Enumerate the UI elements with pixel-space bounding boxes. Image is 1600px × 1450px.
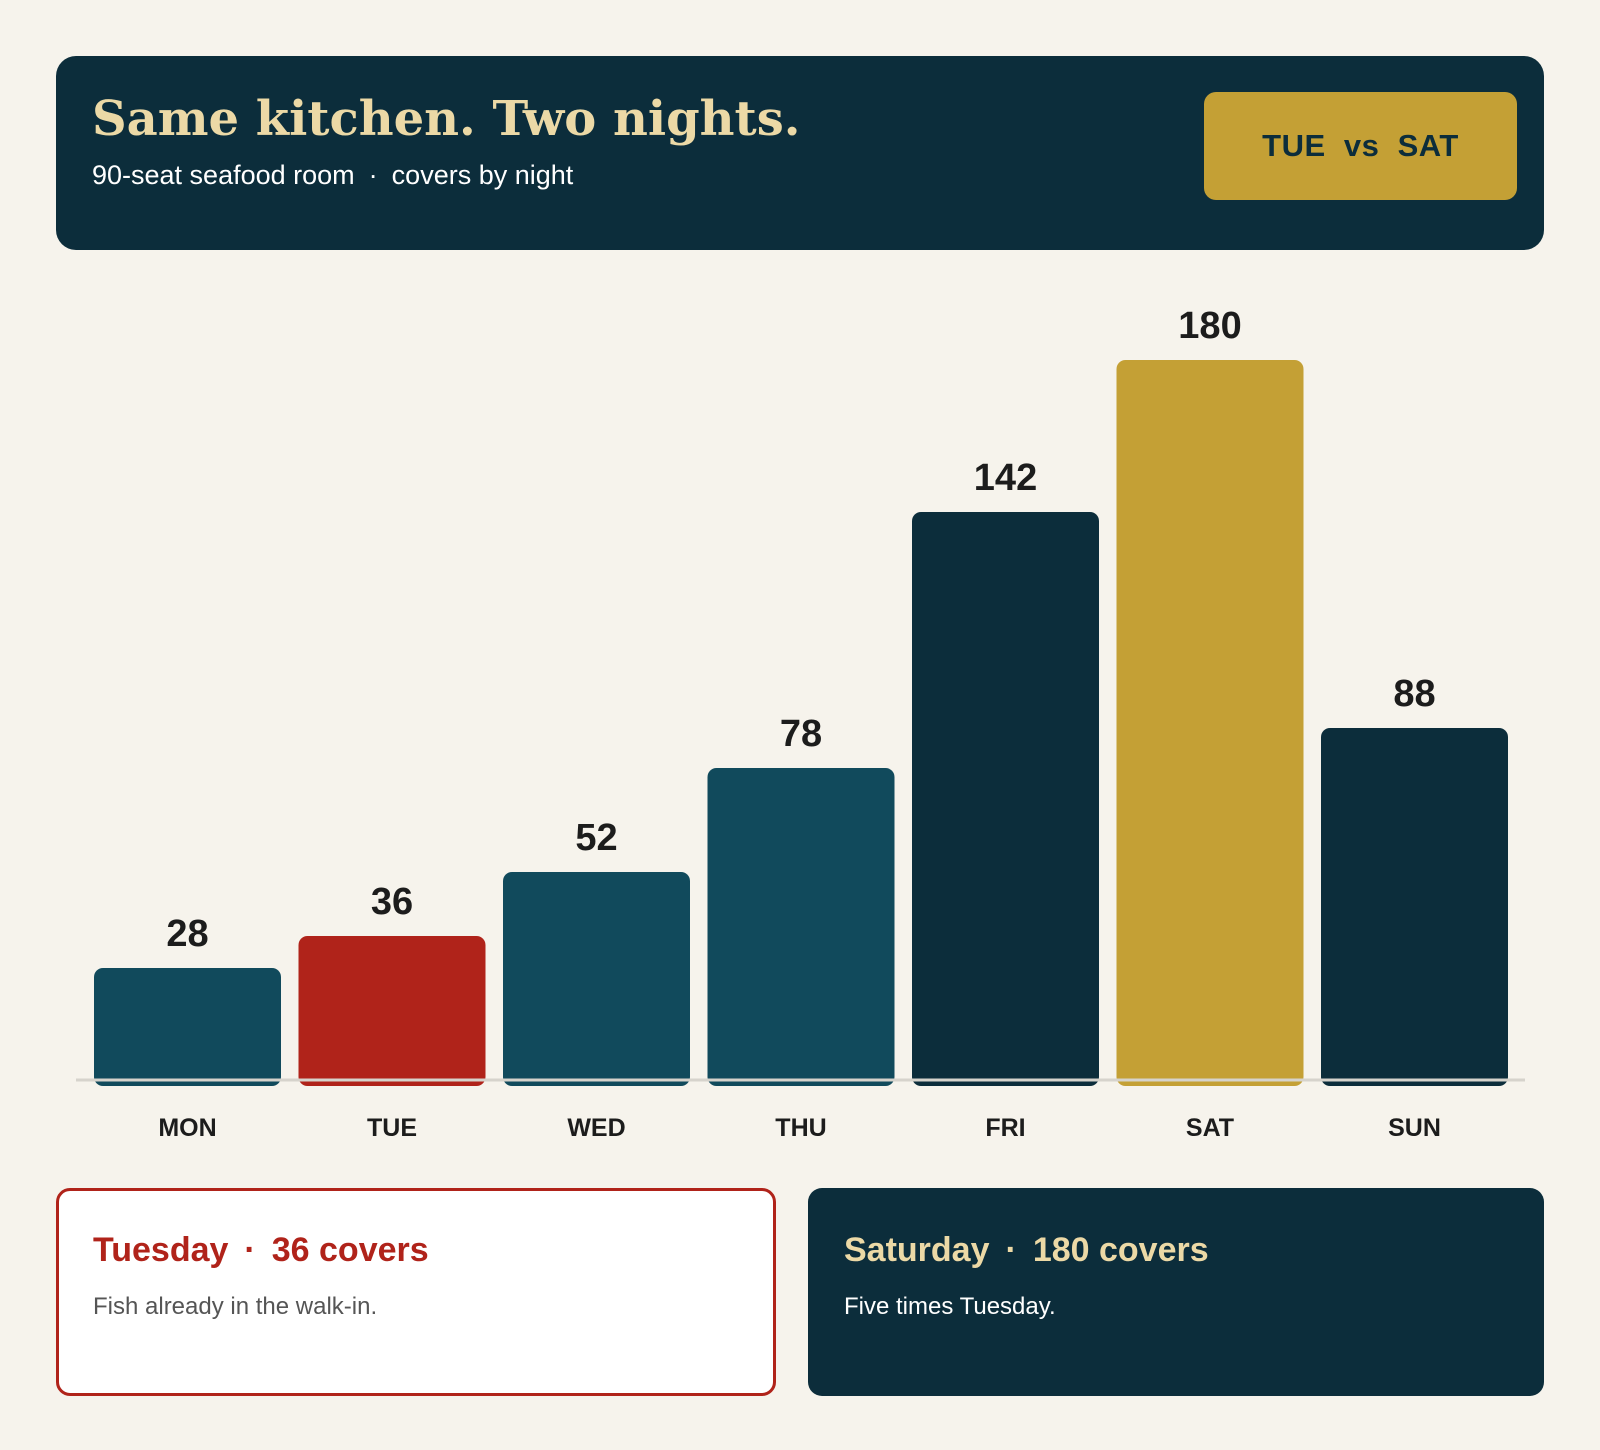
- tick-label-tue: TUE: [367, 1114, 417, 1142]
- value-label-sat: 180: [1178, 305, 1241, 347]
- tick-label-wed: WED: [567, 1114, 625, 1142]
- covers-bar-chart: 28 36 52 78 142 180 88 MON TUE WED THU FRI SAT SUN: [76, 305, 1525, 1142]
- value-label-fri: 142: [974, 457, 1037, 499]
- tick-label-fri: FRI: [985, 1114, 1025, 1142]
- value-label-sun: 88: [1393, 673, 1435, 715]
- tick-label-sat: SAT: [1186, 1114, 1234, 1142]
- page-subtitle: 90-seat seafood room · covers by night: [92, 158, 573, 192]
- value-labels-group: 28 36 52 78 142 180 88: [166, 305, 1435, 955]
- tick-labels-group: MON TUE WED THU FRI SAT SUN: [158, 1114, 1441, 1142]
- bar-sun: [1321, 728, 1508, 1086]
- tuesday-covers-label: 36 covers: [271, 1231, 429, 1269]
- bar-fri: [912, 512, 1099, 1086]
- bars-group: [94, 360, 1508, 1086]
- saturday-covers-label: 180 covers: [1032, 1231, 1209, 1269]
- tuesday-callout-card: Tuesday · 36 covers Fish already in the wa…: [56, 1188, 776, 1396]
- bar-wed: [503, 872, 690, 1086]
- saturday-callout-note: Five times Tuesday.: [844, 1293, 1056, 1320]
- bar-tue: [298, 936, 486, 1086]
- saturday-callout-heading: Saturday · 180 covers: [844, 1230, 1209, 1270]
- subtitle-venue: 90-seat seafood room: [92, 160, 355, 190]
- value-label-tue: 36: [371, 881, 413, 923]
- tuesday-callout-note: Fish already in the walk-in.: [93, 1293, 378, 1320]
- saturday-separator: ·: [1005, 1231, 1017, 1269]
- comparison-badge: TUE vs SAT: [1204, 92, 1517, 200]
- tick-label-thu: THU: [775, 1114, 826, 1142]
- tick-label-mon: MON: [158, 1114, 216, 1142]
- tuesday-callout-heading: Tuesday · 36 covers: [93, 1230, 429, 1270]
- value-label-mon: 28: [166, 913, 208, 955]
- bar-sat: [1116, 360, 1304, 1086]
- saturday-day-label: Saturday: [844, 1231, 990, 1269]
- subtitle-metric: covers by night: [391, 160, 574, 190]
- header-banner: Same kitchen. Two nights. 90-seat seafoo…: [56, 56, 1544, 250]
- saturday-callout-card: Saturday · 180 covers Five times Tuesday.: [808, 1188, 1544, 1396]
- bar-mon: [94, 968, 281, 1086]
- page-title: Same kitchen. Two nights.: [92, 91, 801, 147]
- tuesday-day-label: Tuesday: [93, 1231, 229, 1269]
- tuesday-separator: ·: [244, 1231, 256, 1269]
- subtitle-separator: ·: [368, 160, 378, 190]
- bar-thu: [707, 768, 895, 1086]
- tick-label-sun: SUN: [1388, 1114, 1441, 1142]
- value-label-wed: 52: [575, 817, 617, 859]
- value-label-thu: 78: [780, 713, 822, 755]
